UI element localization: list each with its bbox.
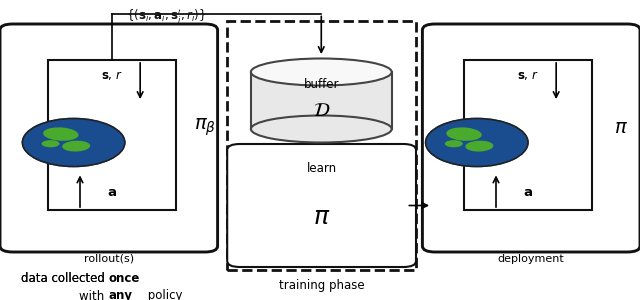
Ellipse shape	[251, 58, 392, 85]
Text: rollout(s): rollout(s)	[84, 254, 134, 263]
Polygon shape	[251, 72, 392, 129]
Text: with: with	[79, 290, 108, 300]
Ellipse shape	[465, 141, 493, 152]
Text: learn: learn	[307, 162, 337, 175]
Text: policy: policy	[144, 290, 182, 300]
Ellipse shape	[251, 116, 392, 142]
Text: $\pi$: $\pi$	[313, 205, 330, 229]
Text: $\mathbf{s}$$,\, r$: $\mathbf{s}$$,\, r$	[101, 69, 123, 82]
Text: $\mathbf{a}$: $\mathbf{a}$	[523, 187, 533, 200]
FancyBboxPatch shape	[227, 144, 416, 267]
Text: $\mathbf{a}$: $\mathbf{a}$	[107, 187, 117, 200]
FancyBboxPatch shape	[422, 24, 640, 252]
Ellipse shape	[42, 140, 60, 147]
Ellipse shape	[43, 128, 79, 141]
FancyBboxPatch shape	[0, 24, 218, 252]
Ellipse shape	[62, 141, 90, 152]
Text: any: any	[108, 290, 132, 300]
Text: once: once	[108, 272, 140, 284]
Circle shape	[426, 118, 528, 166]
Ellipse shape	[446, 128, 482, 141]
Text: deployment: deployment	[498, 254, 564, 263]
Text: $\mathcal{D}$: $\mathcal{D}$	[312, 101, 330, 120]
Text: $\mathbf{s}$$,\, r$: $\mathbf{s}$$,\, r$	[517, 69, 539, 82]
Text: data collected: data collected	[21, 272, 109, 284]
FancyBboxPatch shape	[48, 60, 176, 210]
Ellipse shape	[445, 140, 463, 147]
Circle shape	[22, 118, 125, 166]
FancyBboxPatch shape	[464, 60, 592, 210]
Text: data collected: data collected	[20, 272, 108, 284]
Text: $\pi$: $\pi$	[614, 118, 628, 137]
Text: $\pi_\beta$: $\pi_\beta$	[194, 117, 216, 138]
Text: $\{(\mathbf{s}_i, \mathbf{a}_i, \mathbf{s}^\prime_i, r_i)\}$: $\{(\mathbf{s}_i, \mathbf{a}_i, \mathbf{…	[126, 8, 207, 26]
Text: buffer: buffer	[303, 78, 339, 91]
Text: training phase: training phase	[279, 279, 364, 292]
